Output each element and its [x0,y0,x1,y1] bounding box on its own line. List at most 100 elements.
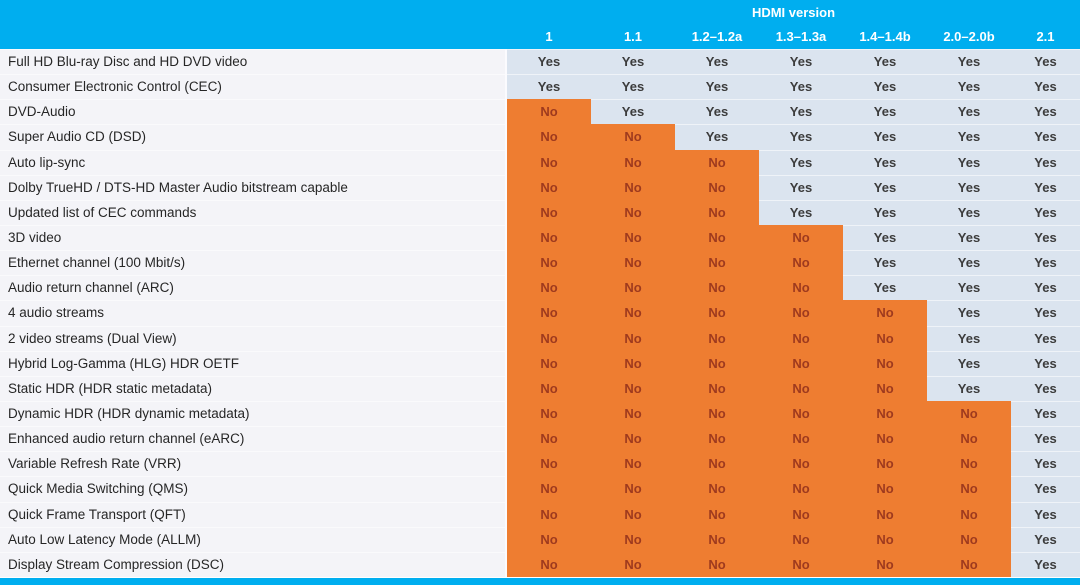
cell-yes: Yes [1011,174,1080,200]
cell-no: No [675,400,759,427]
cell-no: No [843,451,927,477]
cell-no: No [507,501,591,527]
cell-no: No [591,300,675,326]
cell-yes: Yes [1011,400,1080,427]
cell-no: No [591,400,675,427]
cell-no: No [591,224,675,251]
cell-no: No [507,275,591,301]
cell-no: No [759,275,843,301]
cell-yes: Yes [675,99,759,125]
feature-label: Auto Low Latency Mode (ALLM) [0,526,507,552]
cell-no: No [759,451,843,477]
cell-yes: Yes [591,49,675,75]
cell-no: No [759,501,843,527]
cell-yes: Yes [1011,74,1080,100]
cell-yes: Yes [843,49,927,75]
cell-no: No [591,149,675,175]
cell-no: No [675,476,759,502]
feature-label: Dynamic HDR (HDR dynamic metadata) [0,400,507,427]
cell-no: No [507,426,591,452]
cell-yes: Yes [1011,350,1080,376]
cell-yes: Yes [843,224,927,251]
cell-no: No [843,350,927,376]
cell-no: No [507,174,591,200]
cell-no: No [675,426,759,452]
cell-no: No [507,400,591,427]
cell-no: No [507,551,591,577]
cell-yes: Yes [927,49,1011,75]
feature-label: Audio return channel (ARC) [0,275,507,301]
cell-no: No [759,350,843,376]
cell-no: No [843,476,927,502]
cell-no: No [843,300,927,326]
cell-no: No [675,250,759,276]
feature-label: DVD-Audio [0,99,507,125]
column-header: 1.3–1.3a [759,24,843,49]
cell-yes: Yes [1011,551,1080,577]
cell-no: No [591,451,675,477]
cell-yes: Yes [1011,300,1080,326]
cell-no: No [927,426,1011,452]
column-header: 1.4–1.4b [843,24,927,49]
column-header: 1 [507,24,591,49]
cell-yes: Yes [927,124,1011,150]
feature-label: Static HDR (HDR static metadata) [0,375,507,401]
cell-yes: Yes [927,149,1011,175]
bottom-accent-bar [0,576,1080,585]
feature-label: Display Stream Compression (DSC) [0,551,507,577]
cell-yes: Yes [1011,375,1080,401]
cell-yes: Yes [507,74,591,100]
cell-yes: Yes [675,49,759,75]
cell-no: No [591,199,675,225]
cell-yes: Yes [1011,325,1080,351]
cell-no: No [843,426,927,452]
cell-no: No [759,476,843,502]
cell-yes: Yes [591,74,675,100]
table-title: HDMI version [507,0,1080,24]
cell-yes: Yes [1011,451,1080,477]
cell-yes: Yes [759,124,843,150]
cell-no: No [843,400,927,427]
cell-yes: Yes [843,74,927,100]
cell-yes: Yes [1011,49,1080,75]
cell-yes: Yes [1011,224,1080,251]
cell-yes: Yes [927,99,1011,125]
cell-no: No [591,551,675,577]
column-header: 1.1 [591,24,675,49]
cell-yes: Yes [759,49,843,75]
feature-label: Dolby TrueHD / DTS-HD Master Audio bitst… [0,174,507,200]
feature-label: 4 audio streams [0,300,507,326]
cell-no: No [507,199,591,225]
cell-yes: Yes [843,149,927,175]
cell-yes: Yes [843,124,927,150]
cell-no: No [591,124,675,150]
cell-yes: Yes [927,325,1011,351]
cell-no: No [843,501,927,527]
cell-no: No [675,451,759,477]
cell-no: No [843,526,927,552]
cell-no: No [507,250,591,276]
cell-no: No [591,275,675,301]
feature-label: Full HD Blu-ray Disc and HD DVD video [0,49,507,75]
cell-no: No [927,551,1011,577]
cell-yes: Yes [927,300,1011,326]
cell-no: No [675,224,759,251]
cell-no: No [507,375,591,401]
cell-no: No [591,174,675,200]
cell-no: No [507,149,591,175]
cell-no: No [927,400,1011,427]
cell-no: No [843,325,927,351]
cell-no: No [591,476,675,502]
cell-no: No [591,426,675,452]
cell-no: No [675,174,759,200]
cell-yes: Yes [759,74,843,100]
feature-label: Quick Frame Transport (QFT) [0,501,507,527]
cell-no: No [675,551,759,577]
cell-no: No [675,275,759,301]
cell-yes: Yes [759,199,843,225]
cell-no: No [507,224,591,251]
feature-label: Updated list of CEC commands [0,199,507,225]
cell-no: No [507,325,591,351]
